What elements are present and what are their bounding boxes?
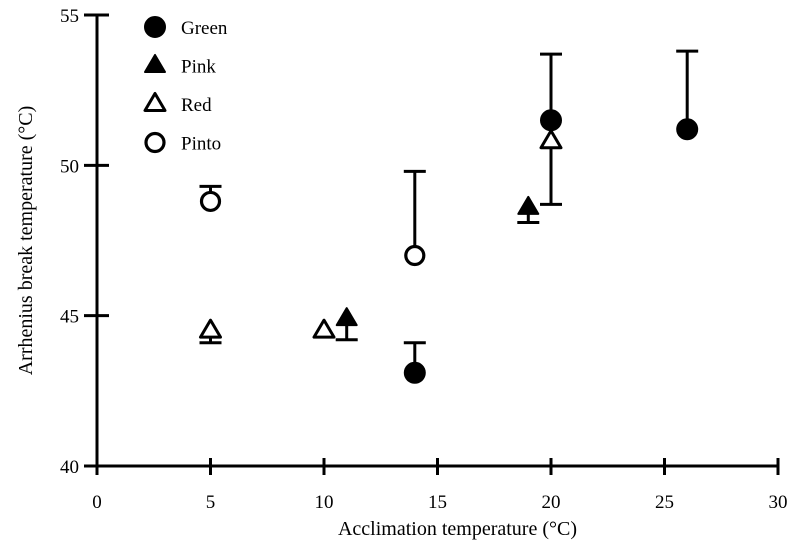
legend-marker-pink	[144, 53, 166, 73]
green-point-1	[540, 109, 562, 132]
legend-label-pinto: Pinto	[181, 134, 221, 155]
legend-label-pink: Pink	[181, 57, 216, 78]
x-tick-label-0: 0	[92, 492, 102, 513]
legend: Green Pink Red Pinto	[143, 16, 228, 155]
pink-point-1	[517, 195, 540, 215]
x-axis-title: Acclimation temperature (°C)	[338, 518, 577, 540]
x-tick-label-25: 25	[655, 492, 674, 513]
x-tick-label-5: 5	[206, 492, 216, 513]
red-point-1	[312, 318, 336, 339]
legend-marker-green	[144, 16, 166, 38]
red-point-2	[539, 129, 563, 150]
data-marks	[199, 49, 699, 384]
legend-marker-red	[143, 91, 167, 112]
y-tick-label-55: 55	[60, 6, 79, 27]
x-tick-label-15: 15	[428, 492, 447, 513]
y-tick-label-50: 50	[60, 156, 79, 177]
red-point-0	[199, 318, 222, 339]
legend-label-red: Red	[181, 95, 212, 116]
tick-group: 0 5 10 15 20 25 30 40 45 50 55	[60, 6, 788, 513]
y-tick-label-45: 45	[60, 307, 79, 328]
pinto-point-0	[199, 190, 222, 213]
x-tick-label-30: 30	[769, 492, 788, 513]
axes	[95, 15, 778, 468]
pink-point-0	[335, 307, 358, 327]
legend-label-green: Green	[181, 18, 228, 39]
y-tick-label-40: 40	[60, 457, 79, 478]
x-tick-label-20: 20	[542, 492, 561, 513]
legend-marker-pinto	[144, 131, 166, 154]
pinto-point-1	[404, 244, 426, 267]
y-axis-title: Arrhenius break temperature (°C)	[15, 106, 37, 376]
green-point-2	[676, 118, 699, 141]
x-tick-label-10: 10	[315, 492, 334, 513]
green-point-0	[403, 361, 426, 384]
